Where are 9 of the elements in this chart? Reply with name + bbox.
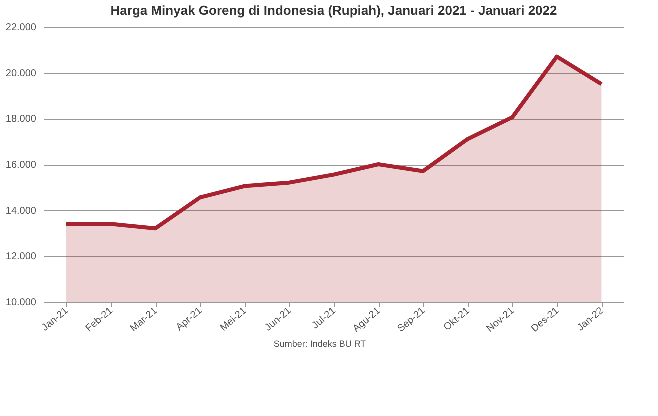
- chart-title: Harga Minyak Goreng di Indonesia (Rupiah), Januari 2021 - Januari 2022: [110, 3, 558, 18]
- y-tick-label: 22.000: [6, 22, 37, 34]
- y-tick-label: 14.000: [6, 206, 37, 217]
- text: Sumber: Indeks BU RT: [272, 339, 368, 349]
- y-tick-label: 12.000: [6, 252, 37, 263]
- y-tick-label: 16.000: [6, 160, 37, 171]
- y-tick-label: 20.000: [6, 68, 37, 80]
- y-tick-label: 10.000: [6, 298, 37, 308]
- y-tick-label: 18.000: [6, 114, 37, 126]
